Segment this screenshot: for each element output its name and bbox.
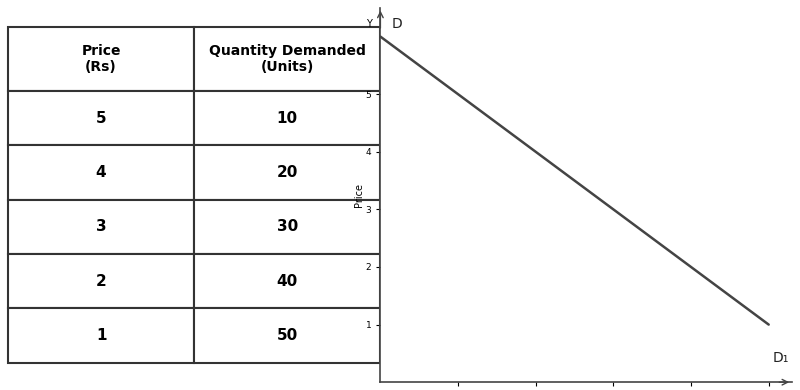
Text: D: D <box>392 17 402 31</box>
Text: D₁: D₁ <box>773 351 789 365</box>
Y-axis label: Price: Price <box>354 183 364 207</box>
Text: Y: Y <box>366 19 372 29</box>
